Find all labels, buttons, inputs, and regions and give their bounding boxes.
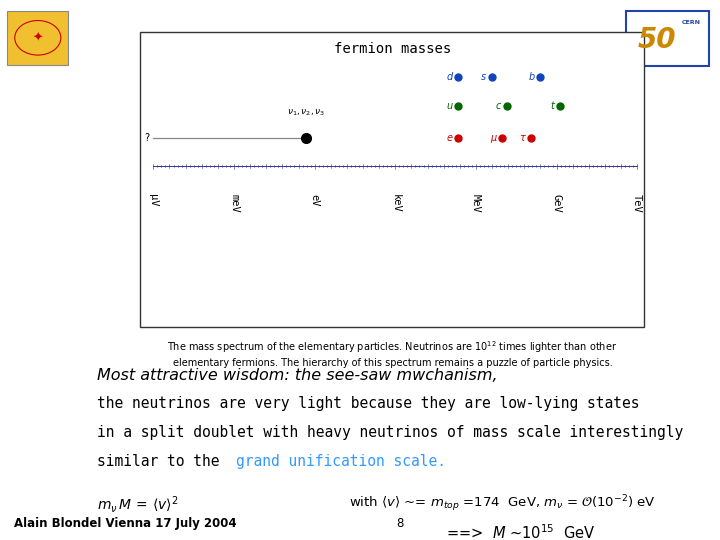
Text: eV: eV — [310, 194, 320, 207]
FancyBboxPatch shape — [140, 32, 644, 327]
Text: ?: ? — [145, 133, 150, 143]
Text: $m_\nu\, M\, =\, \langle v\rangle^2$: $m_\nu\, M\, =\, \langle v\rangle^2$ — [97, 494, 179, 515]
Text: $\nu_1,\nu_2,\nu_3$: $\nu_1,\nu_2,\nu_3$ — [287, 107, 325, 118]
Text: d: d — [446, 71, 452, 82]
Text: Alain Blondel Vienna 17 July 2004: Alain Blondel Vienna 17 July 2004 — [14, 517, 237, 530]
Text: fermion masses: fermion masses — [334, 42, 451, 56]
Text: ==>  $M$ ~10$^{15}$  GeV: ==> $M$ ~10$^{15}$ GeV — [446, 523, 595, 540]
Text: grand unification scale.: grand unification scale. — [236, 454, 446, 469]
Text: e: e — [446, 133, 452, 143]
Text: the neutrinos are very light because they are low-lying states: the neutrinos are very light because the… — [97, 396, 639, 411]
Text: in a split doublet with heavy neutrinos of mass scale interestingly: in a split doublet with heavy neutrinos … — [97, 425, 683, 440]
Text: 50: 50 — [637, 26, 676, 55]
Text: meV: meV — [229, 194, 239, 213]
FancyBboxPatch shape — [7, 11, 68, 65]
Text: b: b — [528, 71, 535, 82]
Text: similar to the: similar to the — [97, 454, 228, 469]
Text: τ: τ — [519, 133, 525, 143]
FancyBboxPatch shape — [626, 11, 709, 66]
Text: 8: 8 — [396, 517, 403, 530]
Text: keV: keV — [390, 194, 400, 213]
Text: Most attractive wisdom: the see-saw mwchanism,: Most attractive wisdom: the see-saw mwch… — [97, 368, 498, 383]
Text: CERN: CERN — [682, 20, 701, 25]
Text: c: c — [495, 101, 501, 111]
Text: t: t — [550, 101, 554, 111]
Text: s: s — [481, 71, 486, 82]
Text: GeV: GeV — [552, 194, 562, 213]
Text: The mass spectrum of the elementary particles. Neutrinos are $10^{12}$ times lig: The mass spectrum of the elementary part… — [167, 339, 618, 355]
Text: MeV: MeV — [471, 194, 481, 213]
Text: u: u — [446, 101, 452, 111]
Text: μV: μV — [148, 194, 158, 207]
Text: elementary fermions. The hierarchy of this spectrum remains a puzzle of particle: elementary fermions. The hierarchy of th… — [173, 359, 612, 368]
Text: with $\langle v\rangle$ ~= $m_{top}$ =174  GeV, $m_\nu$ = $\mathcal{O}(10^{-2})$: with $\langle v\rangle$ ~= $m_{top}$ =17… — [349, 494, 656, 515]
Text: TeV: TeV — [632, 194, 642, 213]
Text: ✦: ✦ — [32, 31, 43, 44]
Text: μ: μ — [490, 133, 496, 143]
